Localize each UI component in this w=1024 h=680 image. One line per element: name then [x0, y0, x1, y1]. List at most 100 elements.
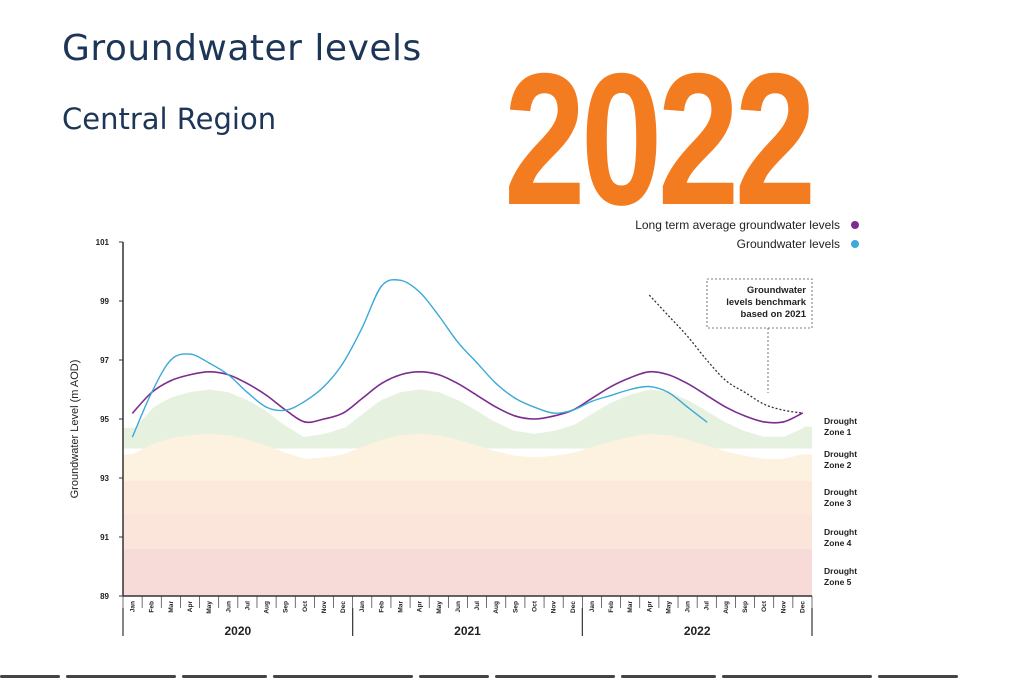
legend-label-long-term-average: Long term average groundwater levels: [635, 218, 840, 232]
drought-zone-label-4: Drought: [824, 527, 857, 537]
benchmark-annotation-box: [706, 278, 813, 329]
data-point: [782, 421, 785, 423]
drought-zone-label-2: Drought: [824, 449, 857, 459]
drought-zone-label-3: Zone 3: [824, 498, 852, 508]
data-point: [686, 382, 689, 385]
page-title: Groundwater levels: [62, 28, 422, 69]
month-tick-label: May: [206, 601, 213, 614]
data-point: [418, 371, 421, 373]
data-point: [763, 421, 765, 423]
data-point: [533, 406, 536, 409]
month-tick-label: Mar: [168, 601, 175, 613]
series-points-groundwater: [131, 279, 708, 438]
data-point: [131, 412, 134, 414]
data-point: [667, 391, 670, 394]
benchmark-annotation-text: based on 2021: [741, 309, 807, 320]
data-point: [610, 394, 612, 397]
data-point: [246, 382, 249, 385]
data-point: [380, 382, 383, 385]
month-tick-label: Jul: [474, 601, 481, 611]
legend-marker-long-term-average: [851, 221, 859, 229]
drought-zone-label-1: Drought: [824, 416, 857, 426]
month-tick-label: May: [436, 601, 443, 614]
month-tick-label: Jun: [225, 601, 232, 613]
data-point: [705, 421, 708, 423]
month-tick-label: Jan: [130, 601, 137, 612]
drought-zone-label-2: Zone 2: [824, 460, 852, 470]
drought-zone-band-3: [123, 480, 812, 514]
data-point: [189, 373, 191, 376]
data-point: [591, 397, 593, 400]
month-tick-label: Aug: [723, 601, 730, 614]
data-point: [629, 376, 631, 379]
benchmark-annotation-text: Groundwater: [747, 285, 806, 296]
month-tick-label: Jul: [244, 601, 251, 611]
month-tick-label: Apr: [187, 601, 194, 613]
year-label: 2021: [454, 624, 481, 638]
year-banner: 2022: [504, 34, 816, 244]
data-point: [571, 409, 574, 411]
data-point: [265, 406, 268, 409]
drought-zone-bands: [123, 377, 812, 596]
average-separator-band: [123, 377, 805, 437]
data-point: [705, 394, 708, 397]
drought-zone-band-5: [123, 548, 812, 596]
data-point: [323, 418, 325, 420]
data-point: [227, 373, 230, 376]
data-point: [399, 373, 402, 376]
data-point: [342, 362, 344, 364]
data-point: [323, 385, 325, 388]
y-tick-label: 99: [100, 297, 109, 306]
data-point: [629, 388, 631, 391]
data-point: [457, 382, 459, 385]
drought-zone-label-3: Drought: [824, 487, 857, 497]
y-tick-label: 93: [100, 474, 109, 483]
month-tick-label: Sep: [742, 601, 749, 613]
data-point: [648, 371, 651, 373]
legend-marker-groundwater: [851, 240, 859, 248]
data-point: [686, 406, 689, 409]
month-tick-label: Feb: [608, 601, 615, 613]
data-point: [552, 412, 555, 414]
month-tick-label: Jan: [359, 601, 366, 612]
month-tick-label: Sep: [512, 601, 519, 613]
data-point: [610, 385, 612, 388]
data-point: [399, 279, 402, 282]
data-point: [304, 400, 306, 403]
month-tick-label: Apr: [417, 601, 424, 613]
month-tick-label: Dec: [340, 601, 347, 613]
y-tick-label: 91: [100, 533, 109, 542]
month-tick-label: Nov: [780, 601, 787, 614]
data-point: [476, 362, 478, 364]
benchmark-line: [648, 294, 803, 414]
month-tick-label: Dec: [799, 601, 806, 613]
data-point: [265, 394, 268, 397]
month-tick-label: Nov: [551, 601, 558, 614]
data-point: [667, 373, 670, 376]
month-tick-label: Jun: [455, 601, 462, 613]
legend-label-groundwater: Groundwater levels: [737, 237, 840, 251]
data-point: [744, 415, 746, 417]
month-tick-label: Jun: [685, 601, 692, 613]
data-point: [131, 435, 134, 438]
month-tick-label: Oct: [761, 600, 768, 612]
data-point: [591, 400, 593, 403]
data-point: [189, 353, 191, 355]
data-point: [150, 391, 153, 394]
data-point: [342, 412, 344, 414]
month-tick-label: Jul: [704, 601, 711, 611]
benchmark-annotation-text: levels benchmark: [726, 297, 806, 308]
y-tick-label: 95: [100, 415, 109, 424]
month-tick-label: Mar: [398, 601, 405, 613]
drought-zone-label-4: Zone 4: [824, 538, 852, 548]
year-label: 2020: [224, 624, 251, 638]
month-tick-label: May: [665, 601, 672, 614]
month-tick-label: Feb: [378, 601, 385, 613]
data-point: [208, 371, 210, 373]
data-point: [361, 326, 364, 329]
data-point: [514, 415, 517, 417]
page-subtitle: Central Region: [62, 102, 277, 136]
month-tick-label: Oct: [531, 600, 538, 612]
data-point: [418, 291, 421, 293]
